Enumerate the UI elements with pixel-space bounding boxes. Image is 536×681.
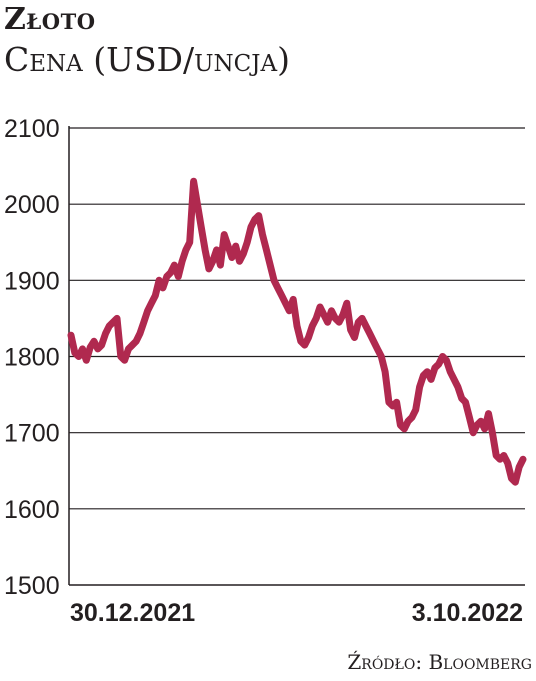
y-tick-label: 1900 bbox=[4, 267, 60, 295]
x-tick-label-start: 30.12.2021 bbox=[70, 599, 195, 627]
chart-subtitle: Cena (USD/uncja) bbox=[4, 40, 290, 79]
series-group bbox=[67, 177, 527, 486]
chart-title: Złoto bbox=[4, 2, 96, 37]
y-axis-ticks: 1500 1600 1700 1800 1900 2000 2100 bbox=[4, 115, 60, 600]
y-tick-label: 2000 bbox=[4, 191, 60, 219]
y-tick-label: 1600 bbox=[4, 496, 60, 524]
y-tick-label: 1800 bbox=[4, 344, 60, 372]
x-tick-label-end: 3.10.2022 bbox=[412, 599, 523, 627]
y-tick-label: 1500 bbox=[4, 572, 60, 600]
gold-price-line bbox=[67, 177, 527, 486]
source-note: Źródło: Bloomberg bbox=[347, 650, 532, 674]
grid-lines bbox=[69, 127, 525, 510]
y-tick-label: 2100 bbox=[4, 115, 60, 143]
y-tick-label: 1700 bbox=[4, 420, 60, 448]
